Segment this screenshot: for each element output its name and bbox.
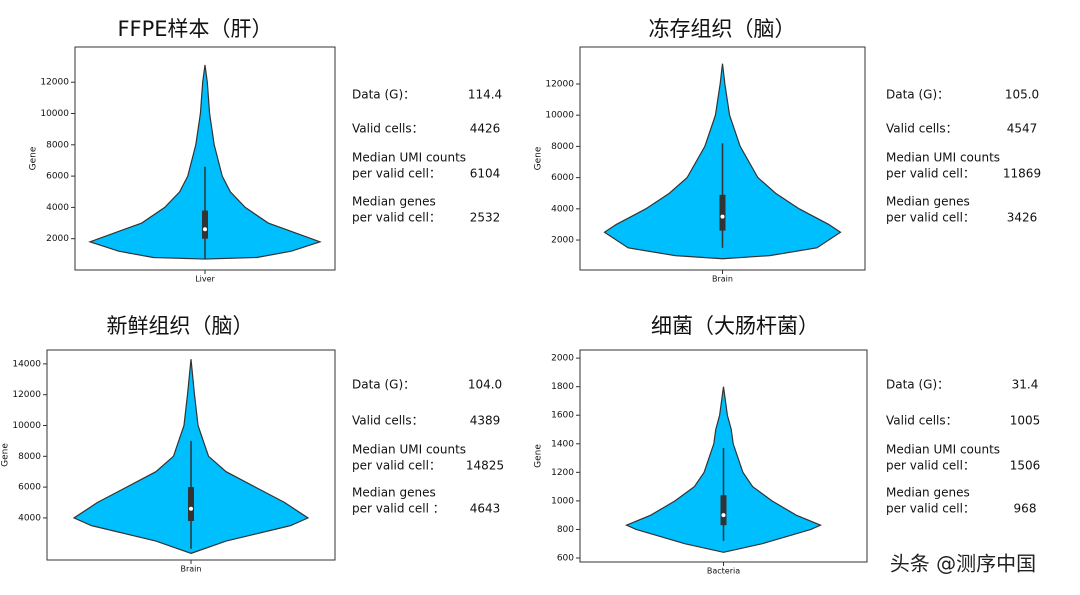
y-tick-label: 10000 xyxy=(12,421,41,431)
y-tick-label: 1000 xyxy=(551,496,574,506)
stat-label: Median UMI counts xyxy=(352,151,466,165)
y-tick-label: 6000 xyxy=(46,172,69,182)
y-tick-label: 10000 xyxy=(40,109,69,119)
stat-label: Data (G)： xyxy=(886,378,949,392)
x-tick-label: Brain xyxy=(712,275,733,284)
y-tick-label: 6000 xyxy=(18,483,41,493)
stat-value: 1506 xyxy=(1010,459,1041,473)
y-tick-label: 1800 xyxy=(551,382,574,392)
panel-title: 新鲜组织（脑） xyxy=(107,314,254,338)
watermark: 头条 @测序中国 xyxy=(890,552,1036,576)
box xyxy=(719,194,726,231)
y-tick-label: 4000 xyxy=(18,513,41,523)
stat-label: per valid cell： xyxy=(886,502,975,516)
stat-label: Valid cells： xyxy=(352,122,424,136)
y-axis-label: Gene xyxy=(29,146,39,170)
x-tick-label: Bacteria xyxy=(707,567,740,576)
stat-label: Median UMI counts xyxy=(352,443,466,457)
stat-value: 4643 xyxy=(470,502,501,516)
y-tick-label: 6000 xyxy=(551,173,574,183)
box xyxy=(188,487,194,522)
stat-label: Median genes xyxy=(352,195,436,209)
y-tick-label: 800 xyxy=(557,525,574,535)
stat-value: 4547 xyxy=(1007,122,1038,136)
stat-label: Valid cells： xyxy=(886,414,958,428)
box xyxy=(202,210,208,239)
stat-label: per valid cell ： xyxy=(352,502,445,516)
box xyxy=(720,495,727,526)
y-tick-label: 1200 xyxy=(551,468,574,478)
stat-label: Data (G)： xyxy=(886,88,949,102)
stat-value: 105.0 xyxy=(1005,88,1039,102)
stat-value: 4389 xyxy=(470,414,501,428)
stat-value: 1005 xyxy=(1010,414,1041,428)
y-tick-label: 12000 xyxy=(40,78,69,88)
y-tick-label: 12000 xyxy=(545,79,574,89)
stat-label: Median UMI counts xyxy=(886,443,1000,457)
stat-label: per valid cell： xyxy=(352,459,441,473)
median xyxy=(721,513,726,518)
y-axis-label: Gene xyxy=(534,444,544,468)
stat-label: Valid cells： xyxy=(352,414,424,428)
stat-value: 104.0 xyxy=(468,378,502,392)
y-axis-label: Gene xyxy=(534,146,544,170)
median xyxy=(203,227,207,232)
median xyxy=(720,214,725,219)
stat-value: 968 xyxy=(1014,502,1037,516)
stat-label: Valid cells： xyxy=(886,122,958,136)
y-axis-label: Gene xyxy=(1,443,11,467)
y-tick-label: 8000 xyxy=(18,452,41,462)
y-tick-label: 14000 xyxy=(12,359,41,369)
x-tick-label: Brain xyxy=(181,565,202,574)
violin xyxy=(88,64,322,260)
y-tick-label: 1600 xyxy=(551,411,574,421)
stat-label: per valid cell： xyxy=(352,167,441,181)
stat-label: per valid cell： xyxy=(886,167,975,181)
stat-label: Median UMI counts xyxy=(886,151,1000,165)
stat-label: per valid cell： xyxy=(886,459,975,473)
y-tick-label: 4000 xyxy=(46,203,69,213)
y-tick-label: 4000 xyxy=(551,204,574,214)
panel-title: 细菌（大肠杆菌） xyxy=(651,314,819,338)
y-tick-label: 8000 xyxy=(46,140,69,150)
stat-value: 31.4 xyxy=(1012,378,1039,392)
y-tick-label: 1400 xyxy=(551,439,574,449)
y-tick-label: 10000 xyxy=(545,111,574,121)
stat-label: per valid cell： xyxy=(352,211,441,225)
y-tick-label: 600 xyxy=(557,554,574,564)
stat-value: 11869 xyxy=(1003,167,1041,181)
panel-title: FFPE样本（肝） xyxy=(117,17,272,41)
stat-label: Data (G)： xyxy=(352,88,415,102)
y-tick-label: 2000 xyxy=(551,354,574,364)
stat-value: 14825 xyxy=(466,459,504,473)
y-tick-label: 2000 xyxy=(46,234,69,244)
stat-label: per valid cell： xyxy=(886,211,975,225)
stat-value: 2532 xyxy=(470,211,501,225)
panel-title: 冻存组织（脑） xyxy=(649,17,796,41)
y-tick-label: 8000 xyxy=(551,142,574,152)
x-tick-label: Liver xyxy=(195,275,215,284)
stat-label: Data (G)： xyxy=(352,378,415,392)
y-tick-label: 2000 xyxy=(551,236,574,246)
stat-label: Median genes xyxy=(886,195,970,209)
stat-label: Median genes xyxy=(352,486,436,500)
stat-value: 3426 xyxy=(1007,211,1038,225)
stat-value: 6104 xyxy=(470,167,501,181)
y-tick-label: 12000 xyxy=(12,390,41,400)
stat-value: 4426 xyxy=(470,122,501,136)
median xyxy=(189,506,193,511)
stat-label: Median genes xyxy=(886,486,970,500)
stat-value: 114.4 xyxy=(468,88,502,102)
